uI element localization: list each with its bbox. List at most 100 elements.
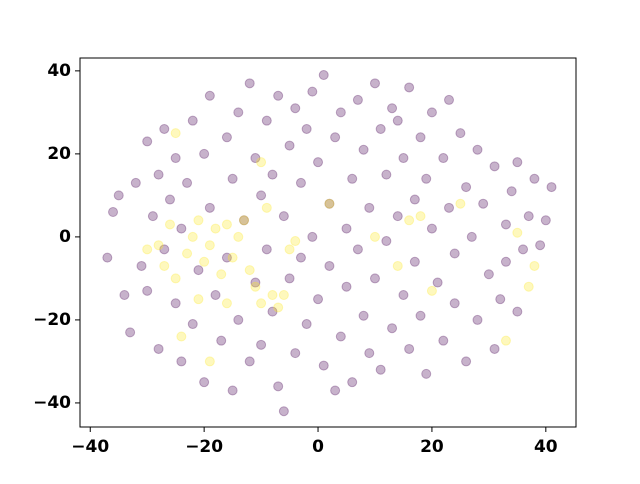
point bbox=[409, 256, 420, 267]
point bbox=[278, 211, 289, 222]
point bbox=[506, 186, 517, 197]
point bbox=[261, 115, 272, 126]
point bbox=[313, 157, 324, 168]
point bbox=[369, 273, 380, 284]
point bbox=[392, 260, 403, 271]
point bbox=[153, 240, 164, 251]
point bbox=[278, 406, 289, 417]
point bbox=[313, 294, 324, 305]
y-tick-label: −40 bbox=[33, 393, 71, 413]
point bbox=[256, 190, 267, 201]
point bbox=[375, 123, 386, 134]
point bbox=[147, 211, 158, 222]
point bbox=[170, 273, 181, 284]
point bbox=[449, 248, 460, 259]
point bbox=[466, 231, 477, 242]
point bbox=[125, 327, 136, 338]
point bbox=[244, 78, 255, 89]
point bbox=[216, 335, 227, 346]
point bbox=[301, 319, 312, 330]
point bbox=[489, 161, 500, 172]
point bbox=[221, 252, 232, 263]
point bbox=[426, 223, 437, 234]
point bbox=[500, 256, 511, 267]
point bbox=[512, 227, 523, 238]
point bbox=[318, 360, 329, 371]
x-tick-label: 40 bbox=[534, 437, 558, 457]
point bbox=[415, 132, 426, 143]
point bbox=[182, 177, 193, 188]
point bbox=[113, 190, 124, 201]
point bbox=[500, 335, 511, 346]
point bbox=[267, 306, 278, 317]
point bbox=[518, 244, 529, 255]
point bbox=[392, 211, 403, 222]
point bbox=[193, 294, 204, 305]
point bbox=[176, 356, 187, 367]
point bbox=[438, 153, 449, 164]
point bbox=[119, 290, 130, 301]
point bbox=[233, 107, 244, 118]
point bbox=[199, 256, 210, 267]
point bbox=[404, 343, 415, 354]
point bbox=[159, 260, 170, 271]
point bbox=[512, 306, 523, 317]
point bbox=[216, 269, 227, 280]
point bbox=[244, 265, 255, 276]
point bbox=[432, 277, 443, 288]
point bbox=[290, 103, 301, 114]
point bbox=[170, 128, 181, 139]
point bbox=[142, 244, 153, 255]
point bbox=[273, 302, 284, 313]
y-tick-label: −20 bbox=[33, 310, 71, 330]
point bbox=[227, 385, 238, 396]
point bbox=[421, 173, 432, 184]
x-tick-label: 0 bbox=[312, 437, 324, 457]
point bbox=[375, 364, 386, 375]
point bbox=[136, 260, 147, 271]
point bbox=[461, 356, 472, 367]
point bbox=[233, 231, 244, 242]
point bbox=[199, 377, 210, 388]
point bbox=[330, 132, 341, 143]
point bbox=[250, 281, 261, 292]
point bbox=[535, 240, 546, 251]
point bbox=[546, 182, 557, 193]
point bbox=[102, 252, 113, 263]
point bbox=[529, 173, 540, 184]
point bbox=[187, 231, 198, 242]
point bbox=[153, 169, 164, 180]
point bbox=[387, 323, 398, 334]
point bbox=[142, 285, 153, 296]
point bbox=[523, 211, 534, 222]
point bbox=[204, 240, 215, 251]
x-tick-label: −20 bbox=[185, 437, 223, 457]
point bbox=[256, 157, 267, 168]
point bbox=[244, 356, 255, 367]
point bbox=[421, 368, 432, 379]
x-tick-label: 20 bbox=[420, 437, 444, 457]
point bbox=[426, 285, 437, 296]
point bbox=[500, 219, 511, 230]
point bbox=[153, 343, 164, 354]
point bbox=[284, 244, 295, 255]
point bbox=[409, 194, 420, 205]
point bbox=[444, 94, 455, 105]
point bbox=[398, 290, 409, 301]
point bbox=[233, 314, 244, 325]
point bbox=[256, 339, 267, 350]
point bbox=[256, 298, 267, 309]
point bbox=[483, 269, 494, 280]
point bbox=[381, 236, 392, 247]
point bbox=[335, 107, 346, 118]
point bbox=[278, 290, 289, 301]
point bbox=[221, 298, 232, 309]
point bbox=[204, 202, 215, 213]
point bbox=[159, 244, 170, 255]
point bbox=[239, 215, 250, 226]
point bbox=[449, 298, 460, 309]
point bbox=[170, 298, 181, 309]
point bbox=[159, 123, 170, 134]
point bbox=[227, 173, 238, 184]
